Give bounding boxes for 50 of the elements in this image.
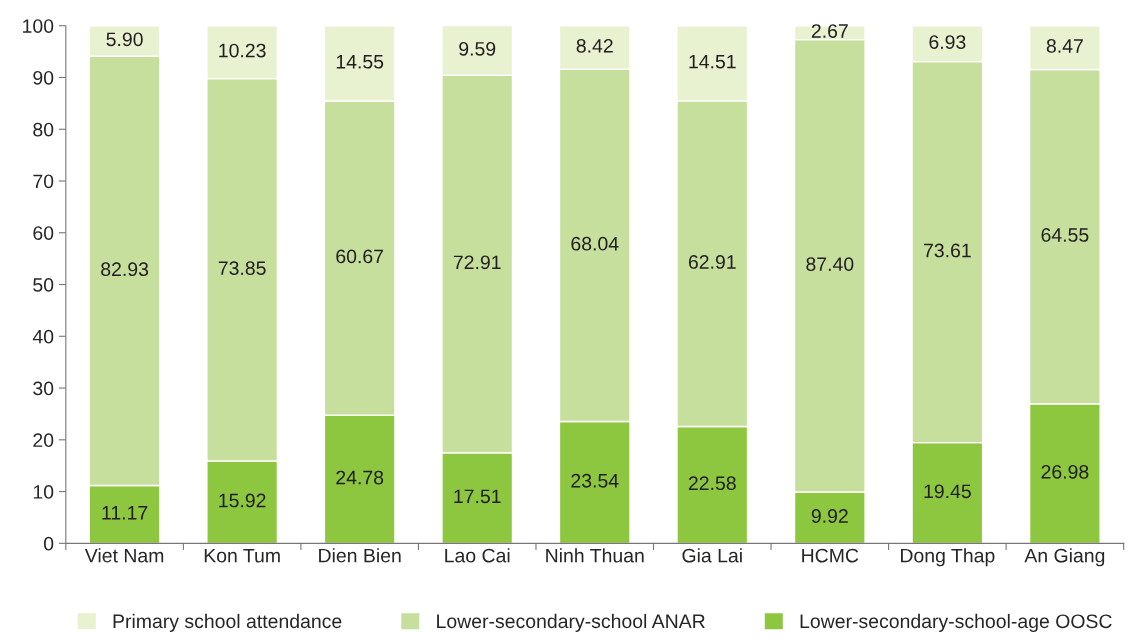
x-tick-label: Lao Cai (445, 548, 510, 563)
data-label: 2.67 (811, 24, 848, 38)
data-label: 17.51 (454, 489, 501, 504)
data-label: 23.54 (571, 473, 619, 488)
x-tick-label: An Giang (1024, 548, 1105, 567)
data-label: 14.51 (689, 54, 736, 69)
x-tick-label: Ninh Thuan (546, 548, 644, 563)
data-label: 22.58 (688, 476, 736, 491)
x-tick-label: Dien Bien (319, 548, 401, 563)
y-tick-label: 20 (33, 433, 54, 448)
data-label: 15.92 (219, 493, 266, 508)
legend-label: Lower-secondary-school-age OOSC (800, 613, 1112, 632)
y-tick-label: 0 (43, 536, 54, 551)
data-label: 73.61 (924, 243, 971, 258)
data-label: 9.59 (459, 41, 496, 56)
legend-label: Primary school attendance (113, 613, 342, 632)
y-tick-label: 50 (33, 278, 54, 292)
x-tick-label: Dong Thap (901, 548, 995, 567)
y-tick-label: 60 (33, 226, 54, 240)
data-label: 9.92 (811, 509, 848, 523)
data-label: 68.04 (571, 236, 619, 251)
data-label: 87.40 (806, 257, 854, 272)
data-label: 5.90 (106, 32, 143, 47)
x-tick-label: Gia Lai (682, 548, 742, 563)
data-label: 64.55 (1041, 228, 1089, 242)
data-label: 19.45 (924, 484, 971, 499)
data-label: 73.85 (218, 261, 266, 276)
y-tick-label: 40 (32, 329, 54, 344)
data-label: 8.47 (1046, 39, 1083, 53)
data-label: 6.93 (929, 35, 966, 49)
x-tick-label: HCMC (802, 548, 859, 563)
y-tick-label: 10 (33, 485, 54, 499)
y-tick-label: 100 (23, 19, 54, 33)
data-label: 82.93 (101, 262, 149, 277)
data-label: 24.78 (336, 470, 384, 485)
data-label: 10.23 (219, 43, 266, 58)
data-label: 11.17 (102, 506, 148, 520)
y-tick-label: 70 (33, 174, 54, 189)
y-tick-label: 30 (33, 381, 54, 396)
data-label: 26.98 (1041, 464, 1089, 479)
data-label: 72.91 (453, 255, 501, 270)
x-tick-label: Kon Tum (204, 548, 280, 563)
data-label: 60.67 (336, 249, 384, 264)
y-tick-label: 90 (33, 70, 54, 85)
data-label: 8.42 (576, 38, 613, 53)
y-tick-label: 80 (33, 122, 54, 137)
data-label: 62.91 (688, 255, 736, 269)
x-tick-label: Viet Nam (84, 548, 164, 563)
data-label: 14.55 (336, 55, 384, 69)
legend-label: Lower-secondary-school ANAR (437, 613, 705, 632)
